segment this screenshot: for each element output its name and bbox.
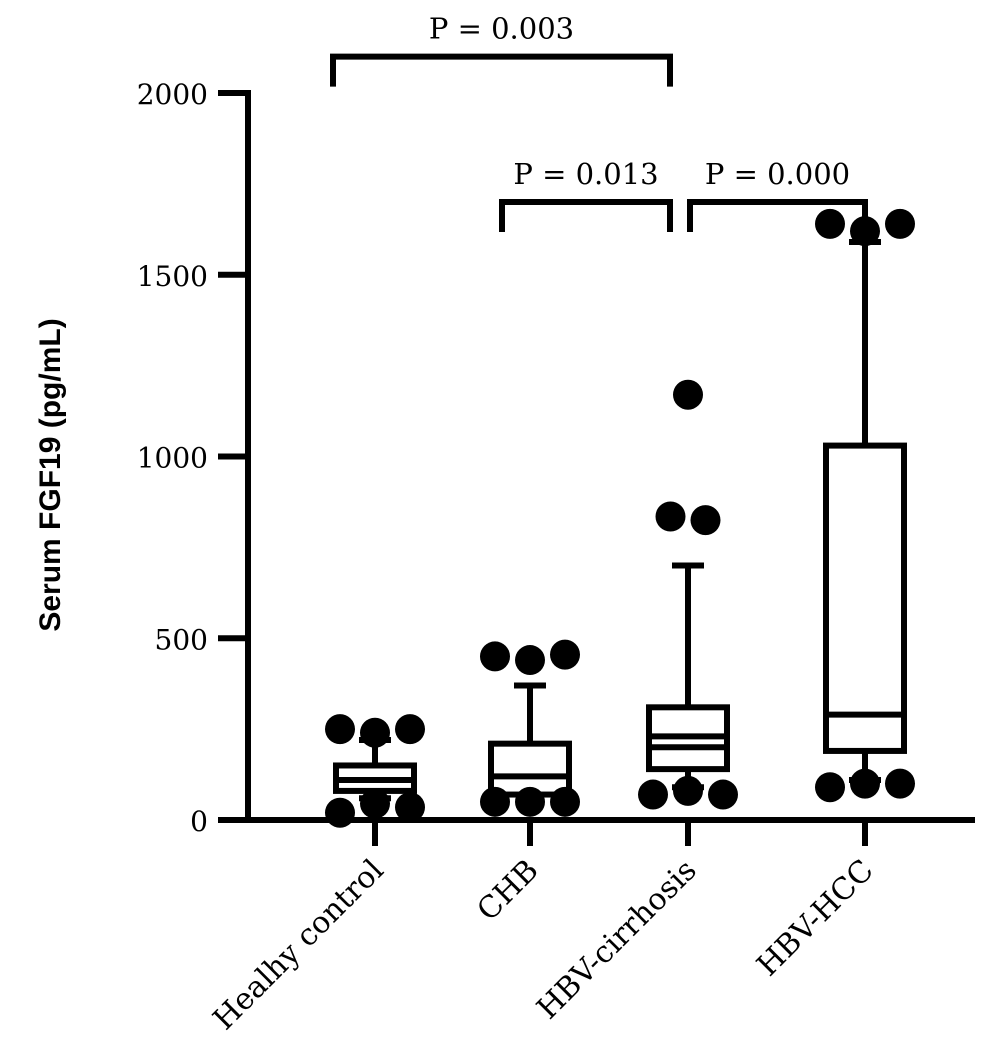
outlier-point: [395, 792, 425, 823]
comparison-bracket: P = 0.000: [687, 157, 868, 233]
bracket-line: [687, 199, 868, 233]
outlier-point: [550, 639, 580, 670]
x-tick-label: Healhy control: [206, 853, 390, 1037]
x-tick-label: HBV-HCC: [750, 853, 880, 983]
outlier-point: [885, 208, 915, 239]
p-value-label: P = 0.013: [513, 157, 658, 191]
box-iqr: [488, 740, 572, 798]
box-group: [325, 208, 915, 828]
outlier-point: [395, 714, 425, 745]
box-series: [638, 379, 738, 810]
x-tick-label: HBV-cirrhosis: [530, 853, 703, 1026]
outlier-point: [638, 779, 668, 810]
outlier-point: [885, 768, 915, 799]
y-tick-label: 2000: [137, 78, 208, 111]
outlier-point: [850, 768, 880, 799]
y-axis: 0 500 1000 1500 2000: [137, 78, 251, 838]
y-tick-label: 1500: [137, 260, 208, 293]
comparison-bracket: P = 0.013: [499, 157, 673, 233]
outlier-point: [673, 379, 703, 410]
box-series: [815, 208, 915, 803]
outlier-point: [815, 208, 845, 239]
p-value-label: P = 0.000: [705, 157, 850, 191]
outlier-point: [690, 505, 721, 536]
outlier-point: [325, 797, 355, 828]
outlier-point: [325, 714, 355, 745]
y-tick-label: 0: [190, 805, 208, 838]
outlier-point: [515, 786, 545, 817]
outlier-point: [515, 645, 545, 676]
outlier-point: [480, 641, 510, 672]
outlier-point: [815, 772, 845, 803]
box-iqr: [823, 442, 907, 754]
p-value-label: P = 0.003: [429, 12, 574, 46]
significance-brackets: P = 0.003 P = 0.013 P = 0.000: [330, 12, 868, 233]
y-tick-label: 1000: [137, 442, 208, 475]
bracket-line: [330, 53, 673, 87]
y-axis-label: Serum FGF19 (pg/mL): [34, 318, 67, 631]
comparison-bracket: P = 0.003: [330, 12, 673, 87]
outlier-point: [360, 788, 390, 819]
outlier-point: [360, 717, 390, 748]
box-series: [480, 639, 580, 817]
y-tick-label: 500: [155, 623, 208, 656]
outlier-point: [673, 775, 703, 806]
outlier-point: [655, 501, 686, 532]
x-tick-label: CHB: [471, 853, 546, 928]
outlier-point: [708, 779, 738, 810]
outlier-point: [480, 786, 510, 817]
outlier-point: [550, 786, 580, 817]
bracket-line: [499, 199, 673, 233]
box-series: [325, 714, 425, 828]
